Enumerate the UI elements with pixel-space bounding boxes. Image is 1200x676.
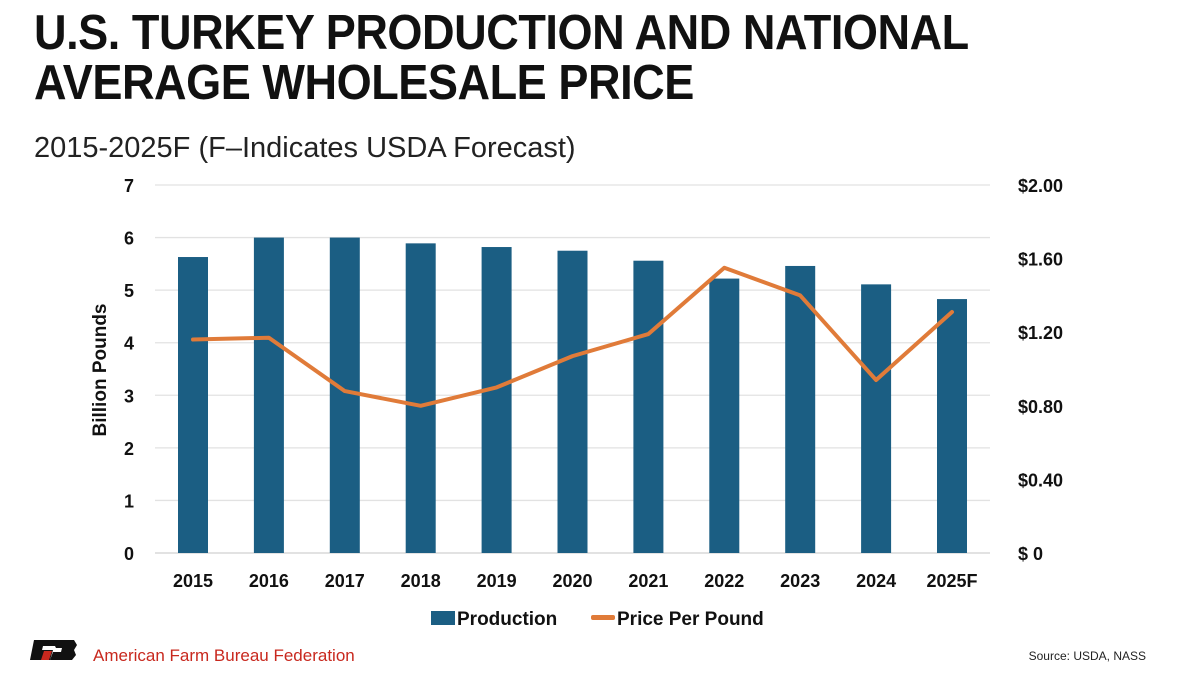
y2-tick-label: $0.40 bbox=[1018, 470, 1063, 490]
x-tick-label: 2025F bbox=[926, 571, 977, 591]
x-tick-label: 2020 bbox=[552, 571, 592, 591]
y-tick-label: 6 bbox=[124, 229, 134, 249]
y-axis-label: Billion Pounds bbox=[90, 304, 111, 437]
x-tick-label: 2019 bbox=[477, 571, 517, 591]
y-tick-label: 1 bbox=[124, 491, 134, 511]
bar-production-2024 bbox=[861, 284, 892, 553]
bar-production-2017 bbox=[329, 237, 360, 554]
y-tick-label: 0 bbox=[124, 544, 134, 564]
organization-name: American Farm Bureau Federation bbox=[93, 646, 355, 665]
y-tick-label: 2 bbox=[124, 439, 134, 459]
legend-label-production: Production bbox=[457, 609, 557, 630]
legend-swatch-price bbox=[591, 615, 615, 620]
x-tick-label: 2023 bbox=[780, 571, 820, 591]
y2-tick-label: $1.20 bbox=[1018, 323, 1063, 343]
x-tick-label: 2021 bbox=[628, 571, 668, 591]
x-tick-label: 2024 bbox=[856, 571, 896, 591]
bar-production-2020 bbox=[557, 250, 588, 553]
x-tick-label: 2022 bbox=[704, 571, 744, 591]
bar-production-2018 bbox=[405, 243, 436, 553]
bar-production-2015 bbox=[178, 257, 208, 553]
title-line-1: U.S. TURKEY PRODUCTION AND NATIONAL bbox=[34, 6, 969, 60]
legend-label-price: Price Per Pound bbox=[617, 609, 764, 630]
bar-production-2023 bbox=[785, 265, 816, 553]
x-tick-label: 2017 bbox=[325, 571, 365, 591]
source-note: Source: USDA, NASS bbox=[1028, 649, 1146, 663]
afbf-logo bbox=[30, 640, 77, 660]
x-tick-label: 2016 bbox=[249, 571, 289, 591]
bar-production-2022 bbox=[709, 278, 740, 553]
y2-tick-label: $2.00 bbox=[1018, 176, 1063, 196]
chart-subtitle: 2015-2025F (F–Indicates USDA Forecast) bbox=[34, 132, 576, 164]
y2-tick-label: $0.80 bbox=[1018, 397, 1063, 417]
y2-tick-label: $1.60 bbox=[1018, 250, 1063, 270]
bar-production-2016 bbox=[253, 237, 284, 554]
y-tick-label: 7 bbox=[124, 176, 134, 196]
legend-swatch-production bbox=[431, 611, 455, 625]
y-tick-label: 4 bbox=[124, 334, 134, 354]
y-tick-label: 3 bbox=[124, 386, 134, 406]
legend: Production Price Per Pound bbox=[431, 609, 764, 630]
x-tick-label: 2018 bbox=[401, 571, 441, 591]
bar-production-2019 bbox=[481, 247, 512, 553]
y-tick-label: 5 bbox=[124, 281, 134, 301]
y2-tick-label: $ 0 bbox=[1018, 544, 1043, 564]
x-tick-label: 2015 bbox=[173, 571, 213, 591]
bar-production-2021 bbox=[633, 260, 664, 553]
bar-production-2025F bbox=[937, 299, 967, 553]
title-line-2: AVERAGE WHOLESALE PRICE bbox=[34, 56, 694, 110]
chart-title: U.S. TURKEY PRODUCTION AND NATIONAL AVER… bbox=[34, 8, 969, 108]
